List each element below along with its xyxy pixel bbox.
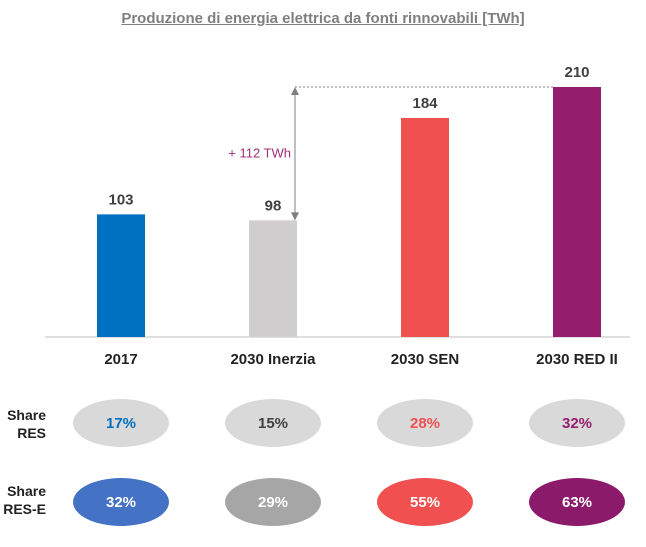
share-rese-label-line2: RES-E [3,501,46,517]
share-rese-2030-red-ii: 63% [529,478,625,526]
share-res-label-line1: Share [7,407,46,423]
tick-label-2030-sen: 2030 SEN [391,351,459,368]
share-res-label: Share RES [0,406,46,442]
bar-2030-red-ii [553,87,601,337]
share-rese-2030-inerzia: 29% [225,478,321,526]
share-res-label-line2: RES [17,425,46,441]
bar-2030-sen [401,117,449,337]
chart-title: Produzione di energia elettrica da fonti… [121,10,525,27]
share-rese-2030-sen: 55% [377,478,473,526]
data-label-2030-inerzia: 98 [265,197,282,214]
share-res-2030-sen: 28% [377,399,473,447]
data-label-2017: 103 [108,191,133,208]
bar-chart: 103 2017 98 2030 Inerzia 184 2030 SEN 210 2030 … [45,64,630,368]
share-res-2017: 17% [73,399,169,447]
tick-label-2030-red-ii: 2030 RED II [536,351,618,368]
tick-label-2030-inerzia: 2030 Inerzia [230,351,316,368]
share-res-2030-red-ii: 32% [529,399,625,447]
bar-2030-inerzia [249,220,297,337]
data-label-2030-red-ii: 210 [564,64,589,81]
tick-label-2017: 2017 [104,351,137,368]
data-label-2030-sen: 184 [412,95,438,112]
annotation-label: + 112 TWh [228,146,291,161]
share-rese-label-line1: Share [7,483,46,499]
annotation-arrow-down-icon [291,212,299,221]
share-rese-label: Share RES-E [0,482,46,518]
bar-2017 [97,214,145,337]
annotation-arrow-up-icon [291,87,299,95]
share-rese-2017: 32% [73,478,169,526]
share-res-2030-inerzia: 15% [225,399,321,447]
